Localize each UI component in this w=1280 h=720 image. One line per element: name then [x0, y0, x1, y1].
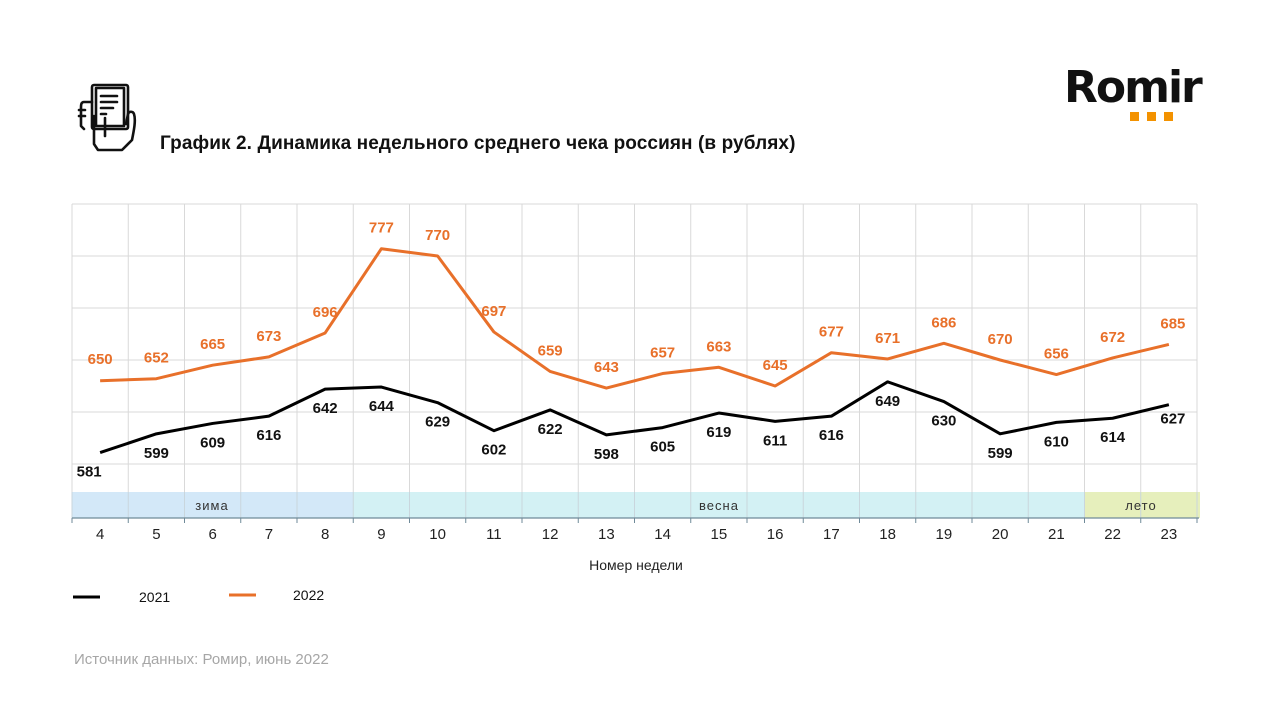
data-label-2021: 629: [425, 414, 450, 431]
data-label-2022: 770: [425, 227, 450, 244]
data-label-2022: 652: [144, 350, 169, 367]
season-band: зима весна лето: [71, 492, 1200, 518]
data-label-2022: 686: [931, 314, 956, 331]
data-label-2021: 619: [706, 424, 731, 441]
data-label-2022: 671: [875, 330, 900, 347]
x-tick-label: 4: [96, 526, 104, 543]
x-tick-label: 17: [823, 526, 840, 543]
logo-dot: [1147, 112, 1156, 121]
x-tick-label: 18: [879, 526, 896, 543]
season-лето: [1084, 492, 1200, 518]
data-label-2021: 599: [988, 445, 1013, 462]
x-tick-label: 8: [321, 526, 329, 543]
data-label-2022: 645: [763, 357, 788, 374]
data-label-2022: 697: [481, 303, 506, 320]
data-label-2022: 677: [819, 324, 844, 341]
data-label-2021: 630: [931, 413, 956, 430]
romir-logo: Romir: [1064, 62, 1214, 126]
data-label-2022: 777: [369, 220, 394, 237]
legend: 2021 2022: [73, 587, 324, 605]
legend-label: 2021: [139, 589, 170, 605]
x-tick-label: 20: [992, 526, 1009, 543]
x-tick-label: 16: [767, 526, 784, 543]
data-label-2022: 665: [200, 336, 225, 353]
x-tick-label: 5: [152, 526, 160, 543]
x-tick-label: 9: [377, 526, 385, 543]
data-label-2021: 598: [594, 446, 619, 463]
data-label-2021: 649: [875, 393, 900, 410]
data-label-2022: 673: [256, 328, 281, 345]
x-axis-title: Номер недели: [589, 557, 683, 573]
data-label-2022: 656: [1044, 346, 1069, 363]
receipt-in-hand-icon: [72, 82, 140, 154]
data-label-2022: 657: [650, 345, 675, 362]
data-label-2022: 643: [594, 359, 619, 376]
x-tick-label: 15: [711, 526, 728, 543]
data-label-2021: 616: [819, 427, 844, 444]
data-labels: 581 599 609 616 642 644 629 602 622 598 605 619 611 6…: [77, 220, 1186, 481]
data-label-2021: 644: [369, 398, 395, 415]
data-label-2022: 696: [313, 304, 338, 321]
chart-title: График 2. Динамика недельного среднего ч…: [160, 133, 796, 154]
series-lines: [99, 247, 1170, 454]
data-label-2021: 609: [200, 434, 225, 451]
x-tick-label: 11: [486, 526, 502, 543]
data-label-2021: 602: [481, 442, 506, 459]
series-line-2021: [99, 380, 1170, 454]
data-label-2021: 599: [144, 445, 169, 462]
data-label-2021: 616: [256, 427, 281, 444]
x-axis: 4 5 6 7 8 9 10 11 12 13 14 15 16 17 18 19 20 21 22 23: [71, 517, 1199, 543]
data-label-2021: 611: [763, 432, 787, 449]
data-label-2021: 627: [1160, 411, 1185, 428]
data-label-2022: 659: [538, 342, 563, 359]
data-label-2021: 605: [650, 439, 675, 456]
x-tick-label: 10: [429, 526, 446, 543]
data-label-2021: 614: [1100, 429, 1126, 446]
gridlines: [71, 203, 1198, 518]
data-label-2021: 642: [313, 400, 338, 417]
logo-text: Romir: [1064, 62, 1203, 113]
legend-label: 2022: [293, 587, 324, 603]
x-tick-label: 23: [1161, 526, 1178, 543]
season-label: лето: [1125, 498, 1156, 513]
x-tick-label: 19: [936, 526, 953, 543]
logo-dots: [1130, 112, 1173, 121]
x-tick-label: 12: [542, 526, 559, 543]
x-tick-label: 21: [1048, 526, 1065, 543]
x-tick-label: 6: [208, 526, 216, 543]
logo-dot: [1164, 112, 1173, 121]
logo-dot: [1130, 112, 1139, 121]
x-tick-label: 14: [654, 526, 671, 543]
data-label-2021: 622: [538, 421, 563, 438]
data-label-2022: 672: [1100, 329, 1125, 346]
series-line-2022: [100, 247, 1170, 390]
season-весна: [353, 492, 1085, 518]
x-tick-label: 7: [265, 526, 273, 543]
data-label-2022: 663: [706, 338, 731, 355]
data-label-2021: 581: [77, 464, 102, 481]
data-label-2022: 685: [1160, 315, 1185, 332]
source-note: Источник данных: Ромир, июнь 2022: [74, 651, 329, 668]
x-tick-label: 22: [1104, 526, 1121, 543]
data-label-2021: 610: [1044, 433, 1069, 450]
season-label: весна: [699, 498, 739, 513]
data-label-2022: 670: [988, 331, 1013, 348]
data-label-2022: 650: [88, 351, 113, 368]
season-зима: [72, 492, 354, 518]
x-tick-label: 13: [598, 526, 615, 543]
season-label: зима: [195, 498, 228, 513]
